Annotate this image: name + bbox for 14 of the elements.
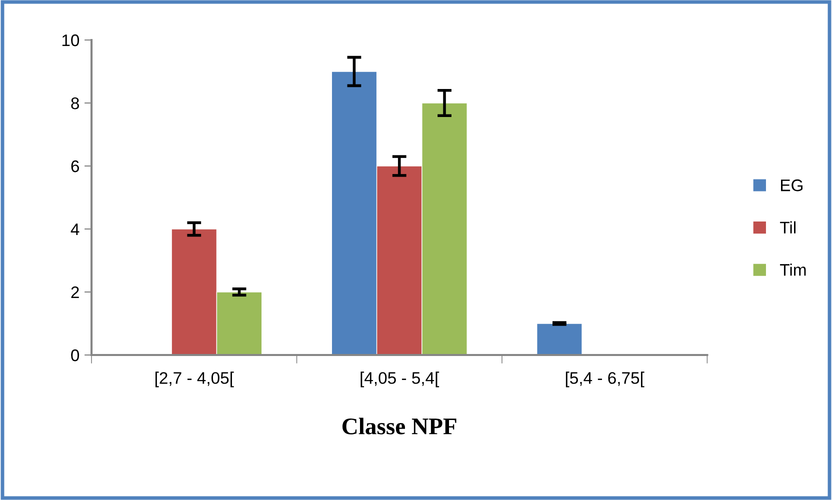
y-tick-label: 6: [71, 160, 79, 172]
legend-label: EG: [781, 179, 802, 192]
y-tick-label: 10: [62, 34, 80, 46]
x-axis-title: Classe NPF: [342, 418, 456, 434]
y-tick-label: 0: [71, 349, 80, 362]
x-tick-label: [5,4 - 6,75[: [566, 372, 644, 388]
legend-label: Til: [780, 221, 796, 234]
y-tick-label: 2: [71, 286, 79, 298]
y-tick-label: 8: [71, 97, 79, 110]
x-tick-label: [4,05 - 5,4[: [360, 372, 440, 388]
bar: [536, 323, 582, 355]
legend-label: Tim: [780, 264, 806, 276]
x-tick-label: [2,7 - 4,05[: [155, 372, 234, 388]
y-tick-label: 4: [70, 224, 80, 236]
